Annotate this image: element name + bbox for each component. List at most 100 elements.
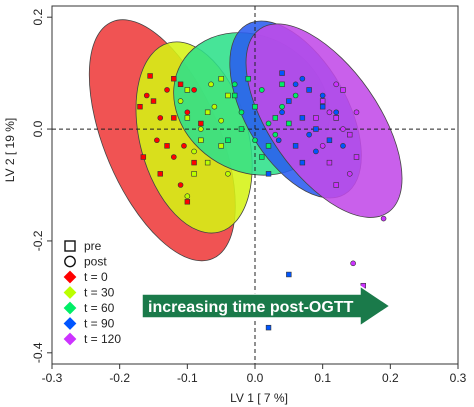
point-post-4-3: [319, 143, 326, 149]
point-post-1-6: [184, 193, 191, 199]
point-pre-2-5: [265, 143, 272, 149]
legend-label-0: pre: [84, 239, 102, 253]
point-post-1-4: [225, 171, 231, 177]
point-pre-1-8: [198, 137, 204, 143]
point-pre-2-1: [252, 103, 258, 110]
point-pre-1-6: [184, 115, 191, 121]
point-pre-3-5: [319, 103, 326, 110]
legend-series-marker-3: [63, 317, 77, 330]
x-tick-label-0: -0.3: [42, 371, 63, 385]
point-pre-0-10: [171, 76, 177, 82]
point-post-4-7: [350, 260, 356, 267]
point-post-2-4: [272, 131, 279, 138]
point-post-3-4: [333, 109, 340, 116]
ellipse-4: [245, 23, 403, 218]
point-post-1-3: [191, 148, 197, 155]
legend-marker-1: [64, 255, 76, 268]
point-post-2-3: [252, 137, 258, 144]
point-pre-2-4: [279, 81, 285, 88]
point-pre-2-8: [259, 154, 265, 160]
point-pre-2-7: [286, 120, 292, 127]
point-post-2-5: [231, 81, 238, 88]
point-pre-1-1: [204, 109, 211, 115]
legend-series-label-2: t = 60: [84, 301, 115, 315]
point-pre-3-6: [326, 137, 333, 143]
point-post-1-7: [218, 117, 224, 124]
point-pre-0-5: [171, 115, 177, 121]
point-post-4-1: [340, 126, 346, 132]
point-pre-2-6: [245, 76, 251, 82]
point-pre-0-7: [184, 199, 191, 205]
x-tick-label-6: 0.3: [450, 371, 467, 385]
point-pre-2-3: [238, 126, 245, 132]
point-pre-0-0: [137, 103, 143, 110]
point-pre-1-7: [218, 76, 224, 82]
time-arrow: increasing time post-OGTT: [141, 284, 392, 328]
point-pre-4-6: [353, 154, 360, 160]
point-pre-3-12: [265, 324, 272, 331]
point-pre-3-1: [299, 115, 306, 121]
point-post-0-7: [191, 87, 197, 93]
point-post-1-5: [208, 81, 214, 88]
point-post-0-3: [184, 109, 191, 116]
point-post-3-1: [292, 81, 299, 88]
point-pre-1-3: [191, 171, 197, 177]
point-post-0-9: [181, 143, 187, 149]
point-post-2-2: [279, 103, 285, 110]
point-pre-2-2: [272, 115, 278, 121]
point-post-0-5: [164, 87, 170, 93]
point-post-2-7: [265, 120, 272, 127]
point-pre-4-3: [326, 159, 333, 166]
x-tick-label-1: -0.2: [109, 371, 130, 385]
point-post-0-1: [157, 115, 164, 121]
point-pre-4-0: [319, 98, 326, 104]
point-pre-3-11: [286, 271, 292, 278]
point-pre-0-3: [177, 81, 184, 88]
point-post-0-8: [154, 137, 160, 144]
point-post-1-2: [211, 103, 218, 110]
point-pre-0-8: [140, 154, 147, 160]
point-post-3-2: [306, 131, 312, 138]
point-post-3-8: [275, 137, 282, 144]
point-pre-3-10: [265, 171, 272, 177]
point-pre-3-9: [279, 70, 285, 76]
legend-series-marker-4: [63, 332, 77, 346]
point-post-4-0: [326, 109, 333, 116]
y-tick-label-2: 0.0: [31, 120, 45, 137]
point-pre-0-11: [147, 73, 153, 79]
point-post-4-6: [380, 215, 387, 222]
point-pre-0-9: [198, 120, 204, 127]
x-axis-ticks: -0.3 -0.2 -0.1 0.0 0.1 0.2 0.3: [42, 364, 467, 385]
point-post-3-7: [340, 143, 346, 149]
point-pre-2-9: [225, 137, 231, 143]
x-axis-label: LV 1 [ 7 %]: [230, 391, 288, 405]
point-post-3-6: [299, 75, 306, 82]
y-axis-label: LV 2 [ 19 %]: [3, 118, 17, 182]
legend-series-marker-0: [63, 270, 77, 284]
point-post-3-5: [313, 148, 319, 155]
x-tick-label-2: -0.1: [177, 371, 198, 385]
point-pre-4-2: [347, 131, 353, 138]
data-points: [137, 70, 387, 331]
point-pre-3-4: [306, 87, 312, 93]
point-post-1-0: [177, 98, 184, 104]
point-pre-3-3: [292, 143, 299, 149]
point-pre-1-2: [218, 143, 224, 149]
y-tick-label-3: 0.2: [31, 9, 45, 26]
x-tick-label-4: 0.1: [314, 371, 331, 385]
point-pre-4-5: [313, 115, 319, 121]
legend-series-label-4: t = 120: [84, 332, 121, 346]
legend-series-marker-2: [63, 301, 77, 315]
point-post-3-0: [279, 109, 285, 116]
x-tick-label-5: 0.2: [382, 371, 399, 385]
point-pre-3-7: [299, 159, 306, 166]
point-pre-0-6: [157, 171, 163, 177]
point-post-0-6: [177, 182, 184, 188]
point-post-0-0: [143, 92, 150, 99]
point-pre-1-0: [184, 87, 191, 93]
point-post-2-0: [238, 109, 245, 116]
x-tick-label-3: 0.0: [247, 371, 264, 385]
point-post-4-2: [353, 109, 360, 116]
